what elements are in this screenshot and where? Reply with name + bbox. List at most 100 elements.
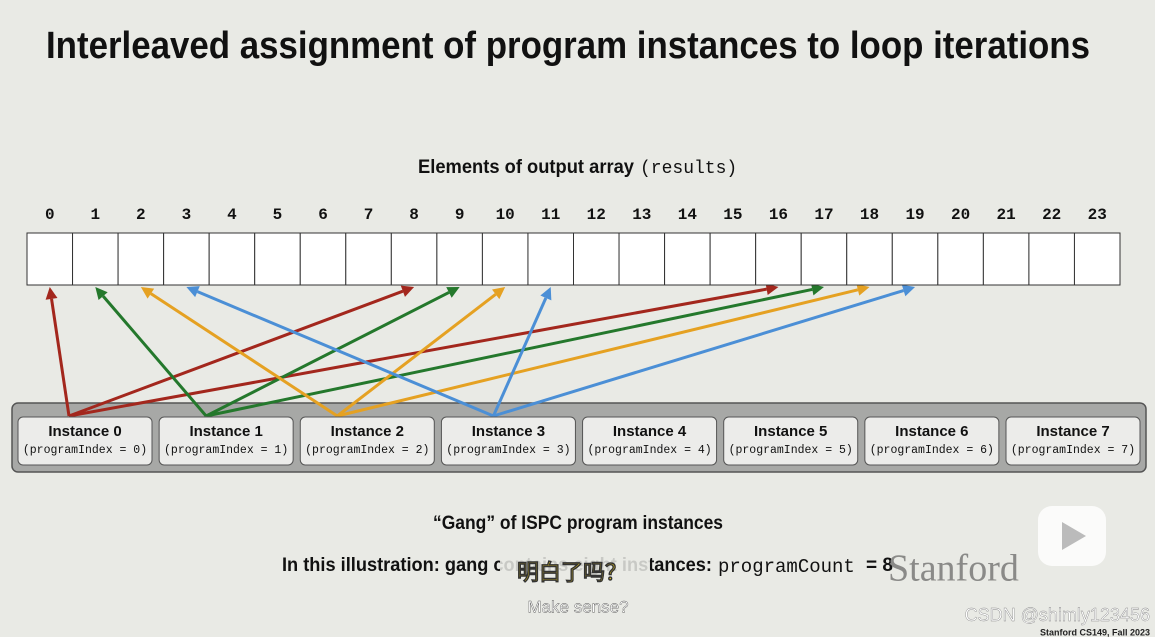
video-subtitle-en: Make sense? <box>527 597 628 616</box>
array-index: 12 <box>587 206 606 224</box>
arrow-head <box>856 283 870 296</box>
instance-box <box>17 416 153 466</box>
array-cell <box>573 232 620 286</box>
array-cell <box>117 232 165 286</box>
title: Interleaved assignment of program instan… <box>46 25 1090 67</box>
watermark: CSDN @shimly123456 <box>965 605 1150 625</box>
array-cell <box>846 232 893 286</box>
subtitle-backdrop <box>500 556 650 592</box>
instance-detail: (programIndex = 5) <box>729 444 853 457</box>
arrow-head <box>811 283 824 296</box>
array-cell <box>208 232 256 286</box>
array-index: 0 <box>45 206 55 224</box>
instance-label: Instance 0 <box>48 423 121 440</box>
array-cell <box>481 232 529 286</box>
instance-detail: (programIndex = 4) <box>587 444 711 457</box>
array-cell <box>345 232 392 286</box>
array-cell <box>937 232 984 286</box>
footer: Stanford CS149, Fall 2023 <box>1040 627 1150 637</box>
arrow-head <box>765 283 779 296</box>
arrow-shaft <box>336 288 859 418</box>
instance-label: Instance 7 <box>1036 423 1109 440</box>
array-index: 7 <box>364 206 374 224</box>
array-index: 21 <box>997 206 1016 224</box>
array-index: 17 <box>814 206 833 224</box>
play-glyph <box>1062 522 1086 550</box>
array-index: 10 <box>496 206 515 224</box>
instance-box <box>1005 416 1141 466</box>
instance-detail: (programIndex = 3) <box>446 444 570 457</box>
instance-box <box>158 416 294 466</box>
instance-label: Instance 5 <box>754 423 827 440</box>
arrow-head <box>140 287 155 299</box>
arrow-head <box>540 287 552 301</box>
illustration-code: programCount <box>718 556 855 578</box>
instance-label: Instance 1 <box>189 423 262 440</box>
arrow-shaft <box>492 297 548 417</box>
array-cell <box>163 232 210 286</box>
arrow-shaft <box>150 292 339 418</box>
array-cell <box>72 232 119 286</box>
array-index: 8 <box>409 206 419 224</box>
arrow-head <box>186 286 200 298</box>
array-cell <box>436 232 483 286</box>
instance-box <box>440 416 576 466</box>
instance-detail: (programIndex = 2) <box>305 444 429 457</box>
array-cell <box>1028 232 1075 286</box>
array-cell <box>709 232 757 286</box>
arrows <box>45 283 916 418</box>
array-cell <box>299 232 347 286</box>
gang-caption: “Gang” of ISPC program instances <box>433 513 723 534</box>
array-index: 4 <box>227 206 237 224</box>
arrow-shaft <box>492 289 905 418</box>
arrow-shaft <box>196 290 495 418</box>
array-cell <box>254 232 301 286</box>
instance-box <box>864 416 1000 466</box>
array-index: 16 <box>769 206 788 224</box>
array-index: 11 <box>541 206 560 224</box>
arrow-head <box>45 287 58 300</box>
video-subtitle-zh: 明白了吗？ <box>517 560 627 586</box>
instance-box <box>582 416 718 466</box>
array-cell <box>755 232 802 286</box>
array-index: 23 <box>1088 206 1107 224</box>
array-index: 9 <box>455 206 465 224</box>
instance-box <box>299 416 435 466</box>
instance-label: Instance 4 <box>613 423 687 440</box>
array-cell <box>664 232 711 286</box>
arrow-shaft <box>68 289 404 418</box>
instance-label: Instance 6 <box>895 423 968 440</box>
array-cell <box>618 232 666 286</box>
array-cell <box>891 232 939 286</box>
array-index: 15 <box>723 206 742 224</box>
instance-detail: (programIndex = 0) <box>23 444 147 457</box>
instance-detail: (programIndex = 1) <box>164 444 288 457</box>
array-caption: Elements of output array <box>418 157 634 178</box>
illustration-equals: = 8 <box>866 555 893 576</box>
array-cell <box>390 232 438 286</box>
array-cell <box>26 232 74 286</box>
arrow-shaft <box>205 291 450 418</box>
instance-label: Instance 2 <box>331 423 404 440</box>
array-index: 1 <box>91 206 101 224</box>
array-caption-code: (results) <box>640 159 737 179</box>
arrow-shaft <box>50 298 71 417</box>
logo: Stanford <box>888 548 1019 590</box>
instance-detail: (programIndex = 6) <box>870 444 994 457</box>
arrow-head <box>901 284 916 297</box>
array-cell <box>1073 232 1121 286</box>
array-index: 2 <box>136 206 146 224</box>
array-index: 20 <box>951 206 970 224</box>
array-index: 5 <box>273 206 283 224</box>
array-cell <box>982 232 1030 286</box>
instance-box <box>723 416 859 466</box>
array-cell <box>527 232 574 286</box>
gang-panel <box>11 402 1147 473</box>
instance-label: Instance 3 <box>472 423 545 440</box>
array-index: 22 <box>1042 206 1061 224</box>
arrow-head <box>400 285 415 297</box>
arrow-shaft <box>101 295 208 417</box>
